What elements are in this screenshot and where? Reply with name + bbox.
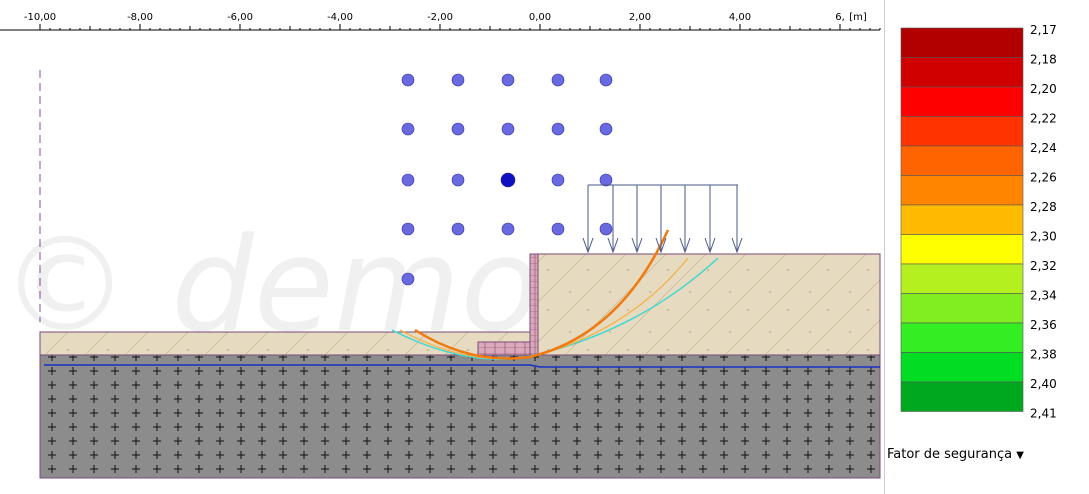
legend-label: 2,17: [1030, 23, 1057, 37]
legend-label: 2,40: [1030, 377, 1057, 391]
slip-center: [502, 123, 514, 135]
slip-center: [402, 273, 414, 285]
legend: 2,17 2,18 2,20 2,22 2,24 2,26 2,28 2,30 2,32 2,34…: [885, 0, 1089, 430]
app-window: -10,00 -8,00 -6,00 -4,00 -2,00 0,00 2,00 4,00 6,…: [0, 0, 1089, 494]
slip-center: [402, 74, 414, 86]
legend-label: 2,18: [1030, 53, 1057, 67]
footing: [478, 342, 530, 355]
legend-label: 2,26: [1030, 171, 1057, 185]
slip-center: [552, 123, 564, 135]
slip-center: [552, 74, 564, 86]
slip-center: [402, 223, 414, 235]
slip-center: [552, 223, 564, 235]
ruler-label: 4,00: [729, 12, 751, 23]
legend-swatch: [901, 353, 1023, 383]
legend-label: 2,28: [1030, 200, 1057, 214]
slip-center: [600, 174, 612, 186]
slip-center: [600, 223, 612, 235]
legend-swatch: [901, 205, 1023, 235]
legend-swatch: [901, 323, 1023, 353]
slip-center: [452, 123, 464, 135]
legend-swatch: [901, 235, 1023, 265]
ruler: -10,00 -8,00 -6,00 -4,00 -2,00 0,00 2,00 4,00 6,…: [24, 12, 880, 30]
slip-center: [600, 74, 612, 86]
ruler-label: 0,00: [529, 12, 551, 23]
legend-swatch: [901, 117, 1023, 147]
slip-center: [452, 174, 464, 186]
legend-swatch: [901, 264, 1023, 294]
slip-center: [502, 74, 514, 86]
legend-swatch: [901, 176, 1023, 206]
legend-label: 2,20: [1030, 82, 1057, 96]
dropdown-arrow: ▼: [1016, 450, 1024, 461]
slip-center: [402, 174, 414, 186]
ruler-label: -8,00: [127, 12, 153, 23]
rock-layer: [40, 355, 880, 478]
legend-label: 2,24: [1030, 141, 1057, 155]
ruler-label: [m]: [849, 12, 867, 23]
legend-label: 2,41: [1030, 407, 1057, 421]
ruler-label: -10,00: [24, 12, 56, 23]
ruler-label: 6,: [835, 12, 845, 23]
legend-swatch: [901, 87, 1023, 117]
legend-swatch: [901, 28, 1023, 58]
ruler-label: 2,00: [629, 12, 651, 23]
legend-panel: 2,17 2,18 2,20 2,22 2,24 2,26 2,28 2,30 2,32 2,34…: [884, 0, 1089, 494]
legend-label: 2,32: [1030, 259, 1057, 273]
ruler-label: -4,00: [327, 12, 353, 23]
slip-center: [600, 123, 612, 135]
legend-label: 2,30: [1030, 230, 1057, 244]
ruler-label: -2,00: [427, 12, 453, 23]
dropdown-label: Fator de segurança: [887, 447, 1012, 462]
legend-swatch: [901, 58, 1023, 88]
result-dropdown[interactable]: Fator de segurança ▼: [887, 443, 1024, 467]
legend-label: 2,34: [1030, 289, 1057, 303]
model-view: -10,00 -8,00 -6,00 -4,00 -2,00 0,00 2,00 4,00 6,…: [0, 0, 885, 494]
slip-center: [552, 174, 564, 186]
legend-swatch: [901, 382, 1023, 412]
wall: [530, 254, 538, 355]
legend-label: 2,36: [1030, 318, 1057, 332]
ruler-label: -6,00: [227, 12, 253, 23]
legend-swatch: [901, 294, 1023, 324]
legend-swatch: [901, 146, 1023, 176]
slip-center: [402, 123, 414, 135]
slip-center: [501, 173, 515, 187]
legend-label: 2,22: [1030, 112, 1057, 126]
slip-center: [452, 223, 464, 235]
slip-center: [452, 74, 464, 86]
legend-label: 2,38: [1030, 348, 1057, 362]
slip-center: [502, 223, 514, 235]
